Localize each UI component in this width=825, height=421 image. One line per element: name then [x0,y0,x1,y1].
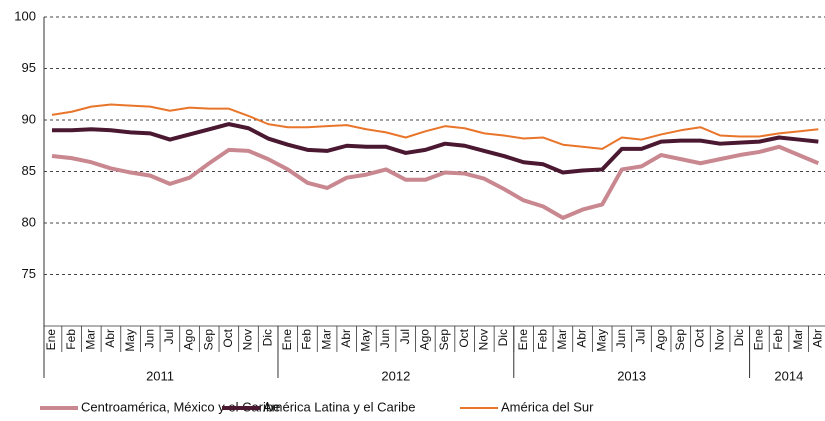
x-tick-label: Abr [811,329,825,348]
x-tick-label: Sep [201,329,215,351]
y-tick-label: 85 [22,163,36,178]
x-tick-label: May [123,329,137,352]
series-line [52,122,819,175]
x-tick-label: Jun [614,329,628,348]
x-tick-label: Feb [64,329,78,350]
x-tick-label: Dic [260,329,274,346]
y-tick-label: 90 [22,111,36,126]
x-tick-label: Abr [575,329,589,348]
x-tick-label: May [359,329,373,352]
group-label: 2014 [774,368,803,383]
x-tick-label: Ene [516,329,530,351]
x-tick-label: Ene [752,329,766,351]
x-tick-label: Jun [142,329,156,348]
x-tick-label: Feb [535,329,549,350]
x-tick-label: Abr [339,329,353,348]
y-tick-label: 100 [14,8,36,23]
group-label: 2011 [146,368,174,383]
x-tick-label: Sep [673,329,687,351]
x-tick-label: Ene [44,329,58,351]
x-tick-label: Mar [555,329,569,350]
x-tick-label: Nov [712,329,726,350]
group-label: 2012 [381,368,410,383]
x-tick-label: Oct [693,328,707,347]
y-tick-label: 80 [22,214,36,229]
x-tick-label: Dic [496,329,510,346]
x-tick-label: Jul [634,329,648,344]
x-tick-label: Jul [162,329,176,344]
x-tick-label: Oct [221,328,235,347]
y-tick-label: 95 [22,60,36,75]
x-tick-label: Ene [280,329,294,351]
x-tick-label: Mar [791,329,805,350]
x-tick-label: Mar [83,329,97,350]
x-tick-label: Ago [653,329,667,351]
x-tick-label: Feb [771,329,785,350]
x-tick-label: Ago [182,329,196,351]
x-tick-label: Oct [457,328,471,347]
legend-label: América del Sur [501,399,594,414]
legend-label: América Latina y el Caribe [263,399,415,414]
x-tick-label: Sep [437,329,451,351]
x-tick-label: May [594,329,608,352]
x-tick-label: Jul [398,329,412,344]
x-tick-label: Ago [418,329,432,351]
x-tick-label: Nov [476,329,490,350]
group-label: 2013 [617,368,646,383]
series-line [51,103,819,150]
x-tick-label: Jun [378,329,392,348]
x-tick-label: Feb [300,329,314,350]
x-tick-label: Mar [319,329,333,350]
y-tick-label: 75 [22,266,36,281]
x-tick-label: Abr [103,329,117,348]
legend-label: Centroamérica, México y el Caribe [81,399,280,414]
x-tick-label: Nov [241,329,255,350]
series-line [51,144,820,220]
x-tick-label: Dic [732,329,746,346]
